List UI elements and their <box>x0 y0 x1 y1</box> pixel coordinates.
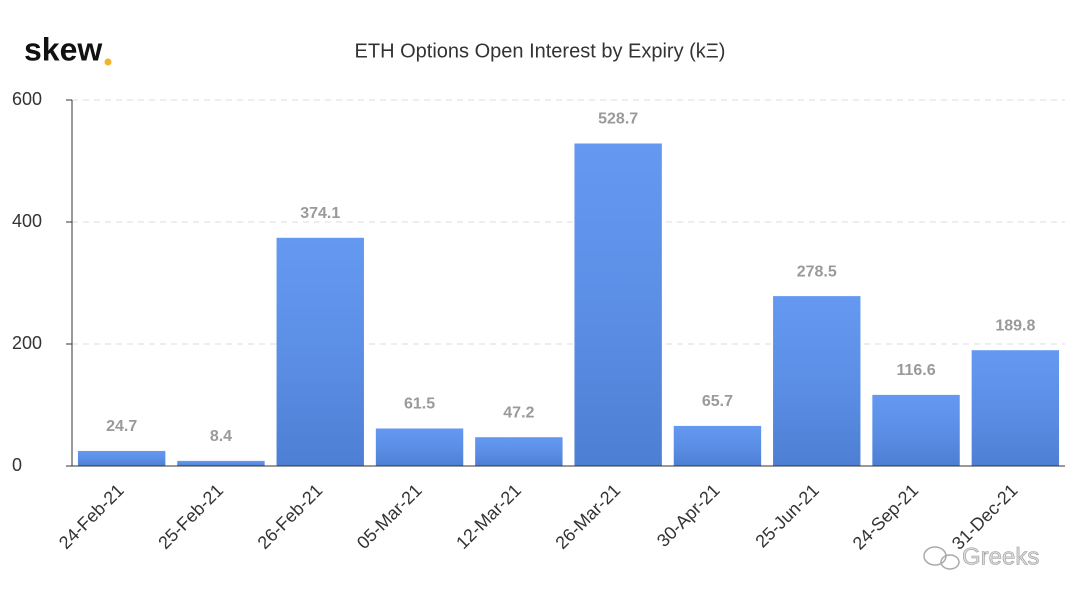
watermark-icon <box>923 546 960 570</box>
logo: skew <box>24 31 102 67</box>
watermark: Greeks <box>962 543 1039 570</box>
value-label: 374.1 <box>300 205 340 222</box>
value-label: 8.4 <box>210 428 232 445</box>
x-tick-label: 30-Apr-21 <box>653 480 724 551</box>
bar-shade <box>276 237 364 466</box>
x-tick-label: 26-Feb-21 <box>254 480 327 553</box>
bar-shade <box>773 296 861 466</box>
y-tick-label: 600 <box>12 89 42 109</box>
value-label: 189.8 <box>995 317 1035 334</box>
logo-dot <box>104 58 112 66</box>
x-tick-label: 25-Jun-21 <box>751 480 822 551</box>
bar-shade <box>375 428 464 466</box>
value-label: 278.5 <box>797 263 837 280</box>
x-tick-label: 12-Mar-21 <box>452 480 525 553</box>
x-tick-label: 24-Sep-21 <box>849 480 923 554</box>
x-tick-label: 05-Mar-21 <box>353 480 426 553</box>
x-tick-label: 24-Feb-21 <box>55 480 128 553</box>
value-label: 116.6 <box>896 362 935 379</box>
x-tick-label: 25-Feb-21 <box>154 480 227 553</box>
bar-shade <box>673 425 762 466</box>
value-label: 61.5 <box>404 396 435 413</box>
value-label: 65.7 <box>702 393 733 410</box>
y-tick-label: 0 <box>12 455 22 475</box>
chart-title: ETH Options Open Interest by Expiry (kΞ) <box>355 40 726 62</box>
value-label: 47.2 <box>503 404 534 421</box>
bar-shade <box>77 450 166 466</box>
bar-shade <box>475 437 563 466</box>
value-label: 528.7 <box>598 111 638 128</box>
bar-shade <box>177 460 265 466</box>
y-tick-label: 200 <box>12 333 42 353</box>
bar-shade <box>574 143 662 467</box>
bar-shade <box>872 394 960 466</box>
value-label: 24.7 <box>106 418 137 435</box>
y-tick-label: 400 <box>12 211 42 231</box>
x-tick-label: 26-Mar-21 <box>551 480 624 553</box>
bar-shade <box>971 350 1060 466</box>
